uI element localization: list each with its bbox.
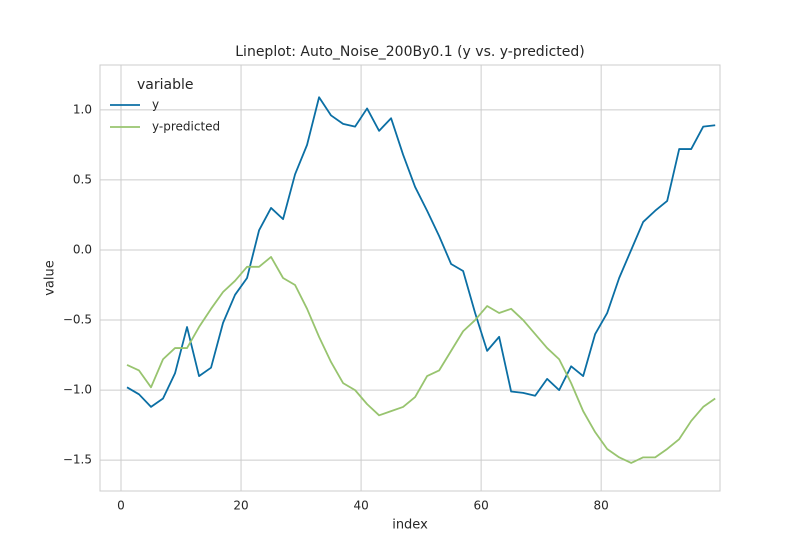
- y-tick-label: −1.5: [63, 453, 92, 467]
- data-line: [126, 256, 716, 464]
- legend-title: variable: [137, 77, 193, 93]
- x-tick-label: 80: [594, 499, 609, 513]
- x-tick-label: 20: [233, 499, 248, 513]
- x-tick-label: 40: [353, 499, 368, 513]
- legend-label: y-predicted: [152, 120, 220, 134]
- data-line: [126, 96, 716, 408]
- y-tick-label: −1.0: [63, 383, 92, 397]
- y-tick-label: −0.5: [63, 313, 92, 327]
- plot-area: [99, 64, 721, 492]
- x-axis-label: index: [392, 518, 428, 533]
- x-tick-label: 60: [473, 499, 488, 513]
- y-tick-label: 1.0: [73, 102, 92, 116]
- y-axis-label: value: [43, 260, 58, 296]
- legend-label: y: [152, 98, 159, 112]
- grid: [100, 65, 720, 491]
- chart-title: Lineplot: Auto_Noise_200By0.1 (y vs. y-p…: [235, 44, 584, 60]
- x-tick-label: 0: [117, 499, 125, 513]
- y-tick-label: 0.0: [73, 242, 92, 256]
- y-tick-label: 0.5: [73, 172, 92, 186]
